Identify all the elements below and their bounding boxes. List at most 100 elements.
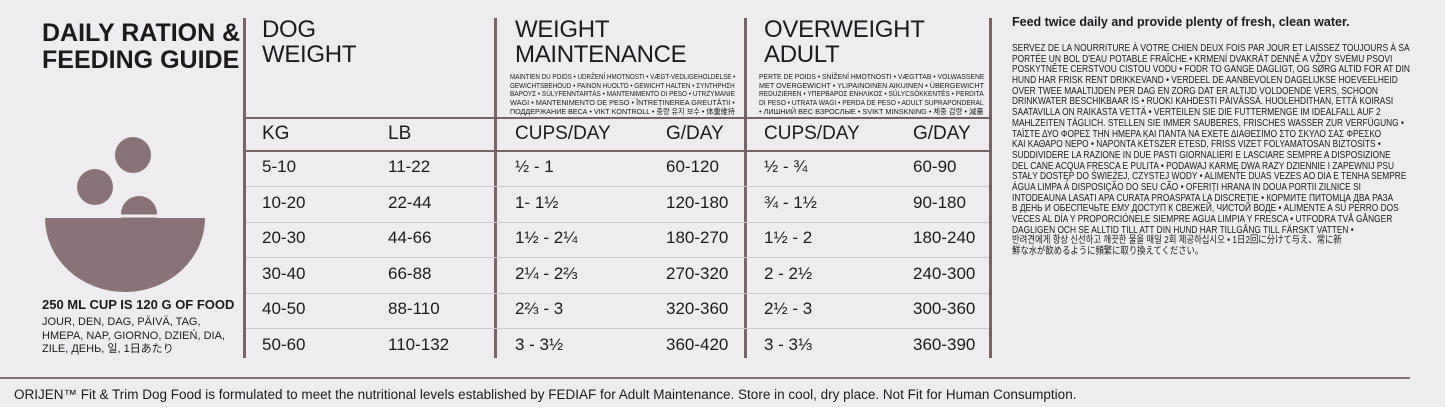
column-translation: REDUZIEREN • ΥΠΕΡΒΑΡΟΣ ΕΝΗΛΙΚΟΣ • SÚLYCS…: [759, 89, 984, 99]
translation-line: DAGLIGEN OCH SE ALLTID TILL ATT DIN HUND…: [1012, 224, 1354, 236]
per-day-translations: JOUR, DEN, DAG, PÄIVÄ, TAG, ΗΜΕΡΑ, NAP, G…: [42, 316, 225, 357]
table-cell: 2⅔ - 3: [515, 299, 564, 318]
row-rule: [246, 292, 989, 294]
column-title: WEIGHT MAINTENANCE: [515, 16, 687, 68]
column-translation: • ЛИШНИЙ ВЕС ВЗРОСЛЫЕ • SVIKT MINSKNING …: [759, 107, 984, 117]
per-day-line: ΗΜΕΡΑ, NAP, GIORNO, DZIEŃ, DIA,: [42, 329, 225, 342]
translation-line: SAATAVILLA ON RAIKASTA VETTÄ • VERTEILEN…: [1012, 107, 1381, 119]
table-cell: ½ - 1: [515, 157, 554, 176]
translation-line: 반려견에게 항상 신선하고 깨끗한 물을 매일 2회 제공하십시오 • 1日2回…: [1012, 235, 1342, 247]
title-line: DAILY RATION &: [42, 19, 241, 47]
translation-line: MAHLZEITEN TÄGLICH. STELLEN SIE IMMER SA…: [1012, 117, 1404, 129]
table-cell: 10-20: [262, 192, 306, 212]
footer: ORIJEN™ Fit & Trim Dog Food is formulate…: [14, 387, 1077, 402]
rule: [243, 117, 992, 119]
table-cell: 3 - 3⅓: [764, 334, 813, 354]
translation-line: INTODEAUNA LASATI APA CURATA PROASPATA L…: [1012, 192, 1394, 204]
footer-rule: [0, 377, 1410, 379]
table-cell: 90-180: [913, 192, 966, 212]
table-cell: 1- 1½: [515, 192, 559, 212]
row-rule: [246, 186, 989, 187]
translation-line: HUND HAR FRISK RENT DRIKKEVAND • VERDEEL…: [1012, 75, 1398, 87]
table-cell: 11-22: [388, 157, 431, 176]
column-subheader: G/DAY: [666, 123, 724, 144]
table-cell: 30-40: [262, 263, 306, 283]
table-cell: 40-50: [262, 299, 306, 318]
column-translation: ПОДДЕРЖАНИЕ ВЕСА • VIKT KONTROLL • 중량 유지…: [510, 107, 735, 117]
column-subheader: LB: [388, 123, 412, 144]
table-cell: 3 - 3½: [515, 334, 564, 354]
table-cell: 44-66: [388, 228, 432, 247]
guide-title: DAILY RATION & FEEDING GUIDE: [42, 20, 240, 74]
per-day-line: JOUR, DEN, DAG, PÄIVÄ, TAG,: [42, 316, 201, 328]
translation-line: PORTÉE UN BOL D'EAU POTABLE FRAÎCHE • KR…: [1012, 53, 1393, 65]
column-subheader: CUPS/DAY: [764, 123, 860, 144]
column-subheader: KG: [262, 123, 290, 144]
table-cell: 5-10: [262, 157, 297, 176]
table-cell: ¾ - 1½: [764, 192, 817, 212]
translation-line: POSKYTNĚTE CERSTVOU CISTOU VODU • FODR T…: [1012, 64, 1410, 76]
divider: [243, 18, 246, 358]
divider: [989, 18, 992, 358]
translation-line: SERVEZ DE LA NOURRITURE À VOTRE CHIEN DE…: [1012, 43, 1410, 54]
rule: [243, 150, 992, 152]
translation-line: SUDDIVIDERE LA RAZIONE IN DUE PASTI GIOR…: [1012, 149, 1391, 161]
row-rule: [246, 328, 989, 329]
column-subheader: G/DAY: [913, 123, 971, 144]
instruction-translations: SERVEZ DE LA NOURRITURE À VOTRE CHIEN DE…: [1012, 43, 1445, 258]
translation-line: В ДЕНЬ И ОБЕСПЕЧЬТЕ ЕМУ ДОСТУП К СВЕЖЕЙ,…: [1012, 203, 1399, 215]
table-cell: 360-390: [913, 334, 976, 354]
table-cell: 60-90: [913, 157, 957, 176]
table-cell: 180-270: [666, 228, 729, 247]
translation-line: ÁGUA LIMPA À DISPOSIÇÃO DO SEU CÃO • OFE…: [1012, 181, 1361, 193]
table-cell: 300-360: [913, 299, 976, 318]
translation-line: DRINKWATER BESCHIKBAAR IS • RUOKI KAHDES…: [1012, 96, 1394, 108]
column-translation: MET OVERGEWICHT • YLIPAINOINEN AIKUINEN …: [759, 80, 985, 90]
row-rule: [246, 257, 989, 258]
column-translation: WAGI • MANTENIMENTO DE PESO • ÎNTREȚINER…: [510, 97, 735, 107]
table-cell: 2¼ - 2⅔: [515, 263, 578, 283]
instructions: Feed twice daily and provide plenty of f…: [1012, 15, 1350, 29]
translation-line: STAŁY DOSTĘP DO ŚWIEŻEJ, CZYSTEJ WODY • …: [1012, 171, 1407, 183]
column-title-line: MAINTENANCE: [515, 41, 687, 68]
table-cell: ½ - ¾: [764, 157, 808, 176]
table-cell: 60-120: [666, 157, 719, 176]
column-subheader: CUPS/DAY: [515, 123, 611, 144]
table-cell: 1½ - 2: [764, 228, 813, 247]
column-title-line: WEIGHT: [262, 41, 357, 68]
table-cell: 2½ - 3: [764, 299, 813, 318]
table-cell: 240-300: [913, 263, 976, 283]
column-translation: GEWICHTSBEHOUD • PAINON HUOLTO • GEWICHT…: [510, 80, 735, 90]
table-cell: 50-60: [262, 334, 306, 354]
translation-line: ΚΑΙ ΚΑΘΑΡΟ ΝΕΡΟ • NAPONTA KÉTSZER ETESD,…: [1012, 139, 1381, 151]
per-day-line: ZILE, ДЕНЬ, 일, 1日あたり: [42, 343, 174, 355]
column-title-line: OVERWEIGHT: [764, 16, 925, 43]
table-cell: 320-360: [666, 299, 729, 318]
divider: [494, 18, 497, 358]
column-title: OVERWEIGHT ADULT: [764, 17, 925, 67]
table-cell: 22-44: [388, 192, 432, 212]
table-cell: 88-110: [388, 299, 440, 318]
table-cell: 120-180: [666, 192, 729, 212]
translation-line: OVER TWEE MAALTIJDEN PER DAG EN ZORG DAT…: [1012, 85, 1378, 97]
divider: [744, 18, 747, 358]
column-translation: ΒΑΡΟΥΣ • SÚLYFENNTARTÁS • MANTENIMENTO D…: [510, 89, 735, 99]
translation-line: DEL CANE ACQUA FRESCA E PULITA • PODAWAJ…: [1012, 160, 1395, 172]
column-title-line: DOG: [262, 16, 316, 43]
table-cell: 20-30: [262, 228, 306, 247]
table-cell: 66-88: [388, 263, 432, 283]
table-cell: 2 - 2½: [764, 263, 813, 283]
column-title: DOG WEIGHT: [262, 16, 357, 68]
translation-line: ΤΑΪΣΤΕ ΔΥΟ ΦΟΡΕΣ ΤΗΝ ΗΜΕΡΑ ΚΑΙ ΠΑΝΤΑ ΝΑ …: [1012, 128, 1382, 140]
column-title-line: WEIGHT: [515, 16, 610, 43]
translation-line: VECES AL DÍA Y PROPORCIÓNELE SIEMPRE AGU…: [1012, 214, 1393, 225]
table-cell: 180-240: [913, 228, 976, 247]
column-translation: DI PESO • UTRATA WAGI • PERDA DE PESO • …: [759, 97, 984, 107]
column-translation: MAINTIEN DU POIDS • UDRŽENÍ HMOTNOSTI • …: [510, 72, 736, 81]
cup-note: 250 ML CUP IS 120 G OF FOOD: [42, 297, 235, 312]
row-rule: [246, 221, 989, 223]
table-cell: 360-420: [666, 334, 729, 354]
title-line: FEEDING GUIDE: [42, 46, 240, 74]
translation-line: 鮮な水が飲めるように頻繁に取り換えてください。: [1012, 246, 1204, 258]
